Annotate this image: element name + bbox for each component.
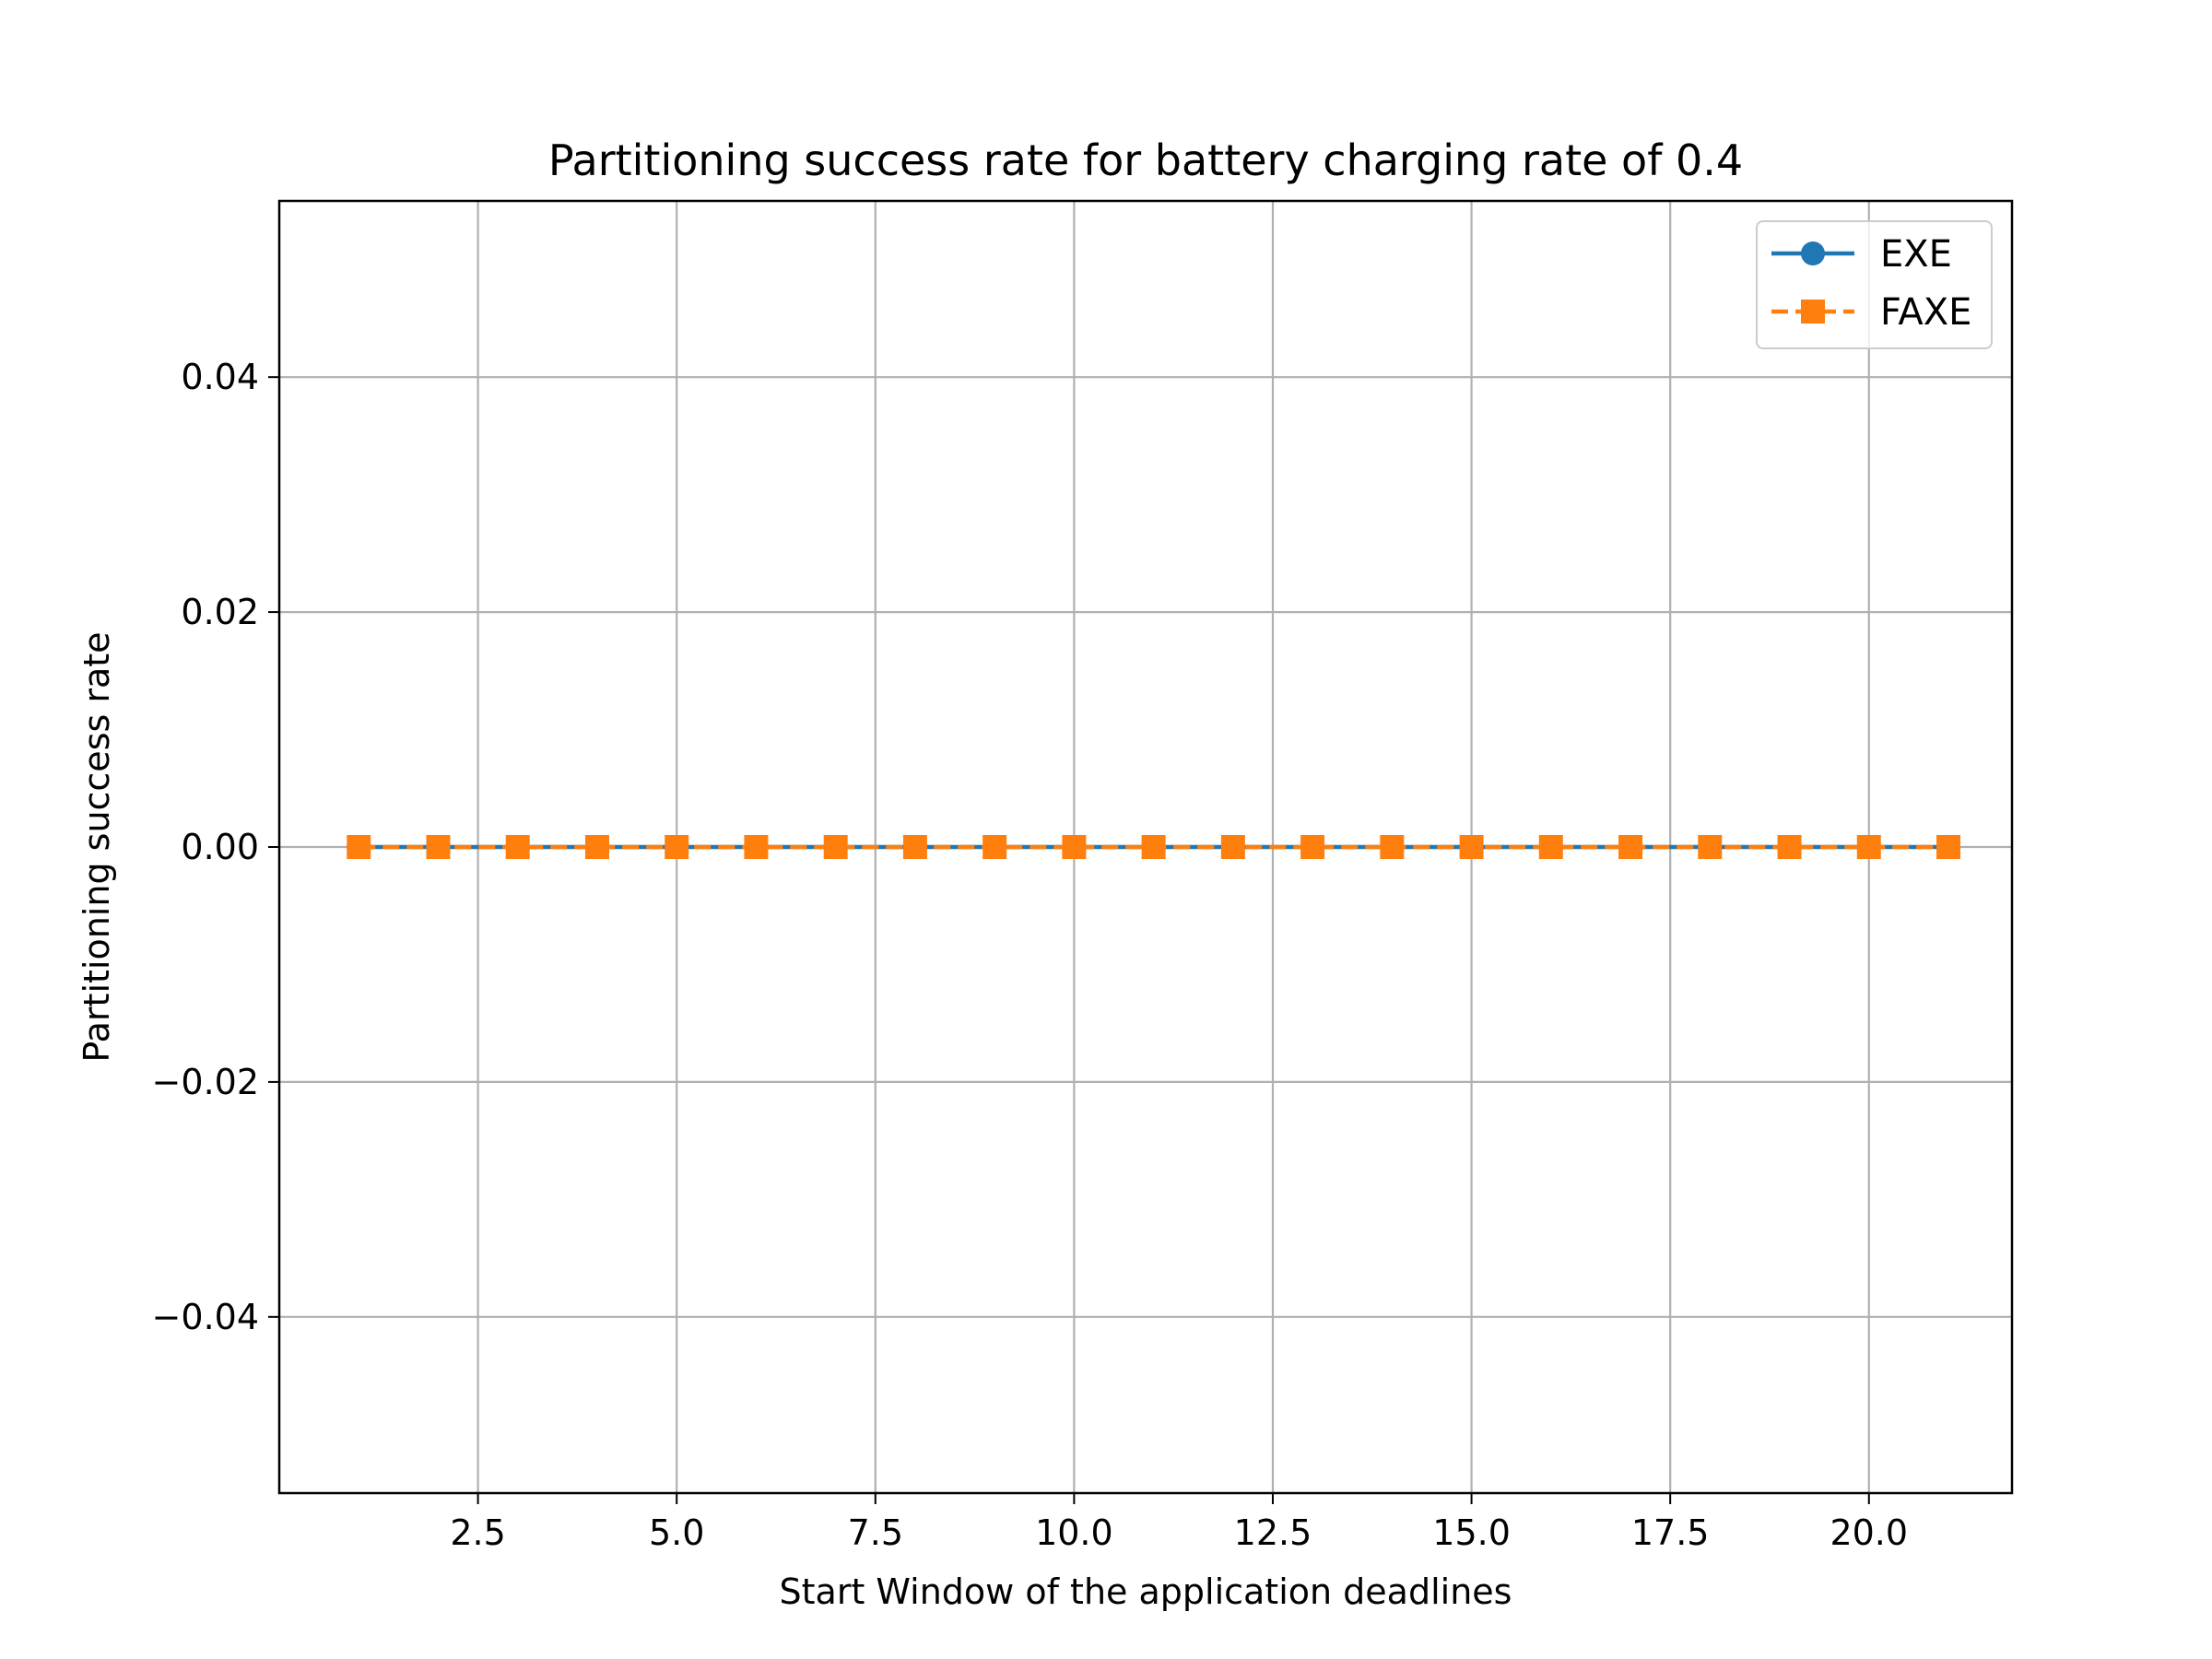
- y-tick-label: 0.04: [181, 357, 259, 397]
- series-faxe-point: [1618, 835, 1643, 859]
- x-tick-label: 7.5: [848, 1512, 903, 1553]
- series-faxe-point: [982, 835, 1007, 859]
- x-axis-label: Start Window of the application deadline…: [780, 1571, 1512, 1612]
- series-faxe-point: [1777, 835, 1802, 859]
- legend-faxe-label: FAXE: [1880, 291, 1971, 334]
- legend-faxe-marker: [1801, 300, 1825, 324]
- series-faxe-point: [665, 835, 689, 859]
- x-tick-label: 17.5: [1631, 1512, 1710, 1553]
- x-tick-label: 2.5: [450, 1512, 505, 1553]
- axis-ticks: 2.5 5.0 7.5 10.0 12.5 15.0 17.5 20.0 −0.04 −0.02 0…: [152, 357, 1909, 1553]
- legend-exe-label: EXE: [1880, 233, 1952, 276]
- series-faxe-point: [1380, 835, 1405, 859]
- legend-exe-marker: [1801, 241, 1825, 265]
- series-faxe-point: [1300, 835, 1325, 859]
- series-faxe-point: [347, 835, 371, 859]
- y-tick-label: −0.02: [152, 1062, 259, 1102]
- series-faxe-point: [744, 835, 769, 859]
- series-faxe-point: [426, 835, 451, 859]
- series-faxe-point: [1698, 835, 1723, 859]
- series-faxe-point: [1141, 835, 1166, 859]
- legend: EXE FAXE: [1756, 220, 1993, 349]
- series-faxe-point: [505, 835, 530, 859]
- series-faxe-point: [1220, 835, 1245, 859]
- y-tick-label: −0.04: [152, 1297, 259, 1337]
- y-tick-label: 0.00: [181, 827, 259, 867]
- series-faxe-point: [823, 835, 848, 859]
- y-tick-label: 0.02: [181, 592, 259, 632]
- x-tick-label: 12.5: [1234, 1512, 1312, 1553]
- plot-series: [347, 835, 1961, 859]
- x-tick-label: 15.0: [1432, 1512, 1511, 1553]
- series-faxe-point: [1538, 835, 1563, 859]
- series-faxe-point: [1062, 835, 1087, 859]
- y-axis-label: Partitioning success rate: [76, 631, 117, 1062]
- series-faxe-point: [584, 835, 609, 859]
- chart-title: Partitioning success rate for battery ch…: [548, 135, 1743, 185]
- series-faxe-point: [1936, 835, 1961, 859]
- series-faxe-point: [902, 835, 927, 859]
- series-faxe-point: [1856, 835, 1881, 859]
- series-faxe-point: [1459, 835, 1484, 859]
- x-tick-label: 20.0: [1830, 1512, 1908, 1553]
- x-tick-label: 10.0: [1035, 1512, 1113, 1553]
- x-tick-label: 5.0: [649, 1512, 704, 1553]
